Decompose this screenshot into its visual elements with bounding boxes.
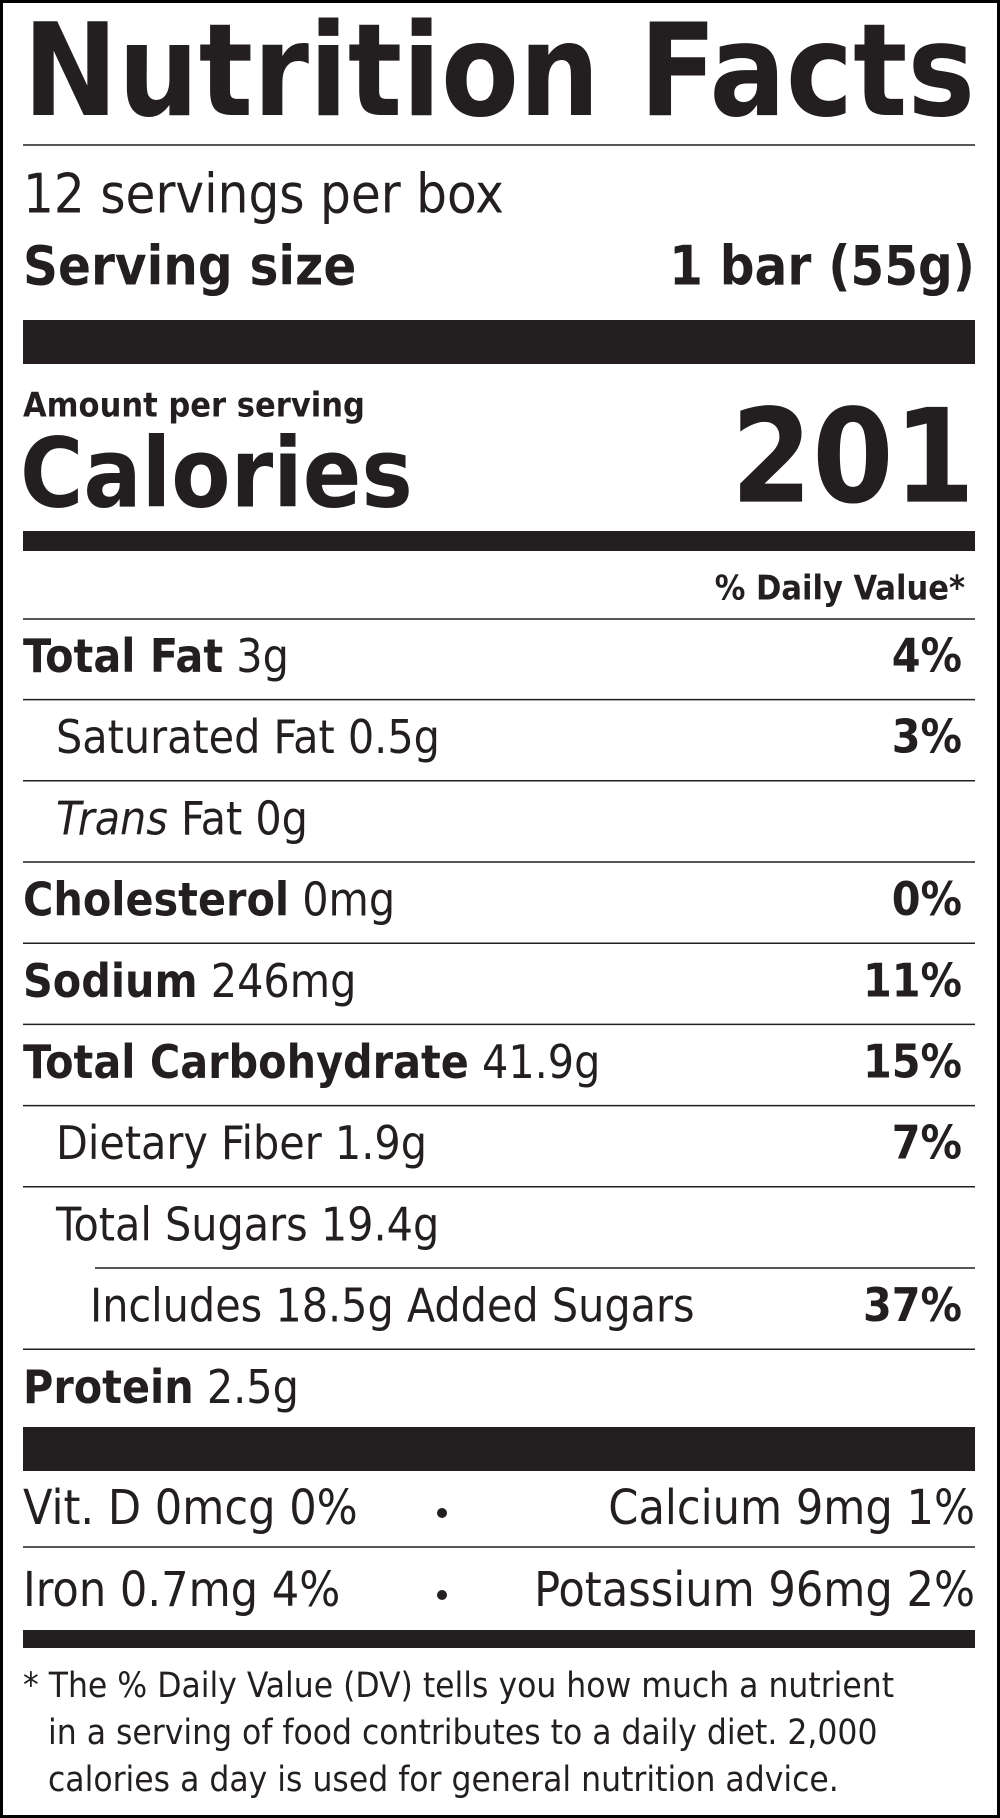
- nutrient-name: Total Sugars: [55, 1197, 308, 1251]
- footnote-line: calories a day is used for general nutri…: [48, 1760, 839, 1800]
- nutrient-amount: 19.4g: [321, 1197, 439, 1251]
- nutrient-name-italic: Trans: [56, 791, 168, 845]
- nutrient-dv: 4%: [892, 629, 962, 683]
- footnote-line: * The % Daily Value (DV) tells you how m…: [23, 1666, 894, 1706]
- medium-bar: [23, 531, 975, 551]
- footnote: * The % Daily Value (DV) tells you how m…: [23, 1666, 894, 1800]
- nutrient-dv: 0%: [892, 872, 962, 926]
- thick-bar: [23, 320, 975, 364]
- serving-size: 1 bar (55g): [669, 235, 975, 298]
- nutrient-rows: Total Fat 3g 4% Saturated Fat 0.5g 3% Trans …: [23, 629, 975, 1413]
- nutrient-dv: 15%: [863, 1035, 962, 1089]
- footnote-line: in a serving of food contributes to a da…: [48, 1713, 878, 1753]
- nutrient: Cholesterol 0mg: [23, 872, 395, 926]
- nutrient: Total Sugars 19.4g: [55, 1197, 439, 1251]
- nutrient-amount: 0mg: [302, 872, 395, 926]
- nutrient-amount: 0.5g: [348, 710, 440, 764]
- calories-value: 201: [731, 381, 975, 533]
- vitamin-right: Calcium 9mg 1%: [608, 1480, 975, 1536]
- nutrient-dv: 37%: [863, 1278, 962, 1332]
- nutrient-name: Includes 18.5g Added Sugars: [90, 1278, 695, 1332]
- nutrient-amount: 2.5g: [207, 1359, 299, 1413]
- bullet: [437, 1590, 447, 1600]
- nutrient-name: Saturated Fat: [56, 710, 335, 764]
- nutrient: Protein 2.5g: [23, 1359, 299, 1413]
- vitamin-right: Potassium 96mg 2%: [534, 1562, 975, 1618]
- nutrient-dv: 3%: [892, 710, 962, 764]
- nutrient-name: Total Carbohydrate: [23, 1035, 469, 1089]
- servings: 12 servings per box: [23, 163, 504, 226]
- nutrient-amount: 246mg: [211, 953, 357, 1007]
- dv-header: % Daily Value*: [715, 569, 965, 609]
- nutrient: Sodium 246mg: [23, 953, 356, 1007]
- calories-label: Calories: [20, 417, 413, 529]
- nutrient: Dietary Fiber 1.9g: [56, 1116, 427, 1170]
- vitamin-left: Iron 0.7mg 4%: [23, 1562, 340, 1618]
- thick-bar: [23, 1427, 975, 1471]
- nutrient: Includes 18.5g Added Sugars: [90, 1278, 695, 1332]
- medium-bar: [23, 1630, 975, 1648]
- nutrient-amount: 0g: [255, 791, 308, 845]
- nutrient-name: Fat: [181, 791, 242, 845]
- vitamin-left: Vit. D 0mcg 0%: [23, 1480, 358, 1536]
- nutrient-dv: 11%: [863, 953, 962, 1007]
- nutrient-name: Cholesterol: [23, 872, 289, 926]
- nutrient: Total Fat 3g: [23, 629, 289, 683]
- nutrient-dv: 7%: [892, 1116, 962, 1170]
- nutrient-amount: 1.9g: [335, 1116, 427, 1170]
- nutrient-amount: 3g: [236, 629, 289, 683]
- nutrient-name: Sodium: [23, 953, 198, 1007]
- nutrient: Saturated Fat 0.5g: [56, 710, 440, 764]
- nutrient: Total Carbohydrate 41.9g: [23, 1035, 600, 1089]
- nutrient-name: Dietary Fiber: [56, 1116, 323, 1170]
- amount-caption: Amount per serving: [23, 386, 365, 426]
- nutrient: Trans Fat 0g: [56, 791, 308, 845]
- bullet: [437, 1508, 447, 1518]
- nutrient-name: Protein: [23, 1359, 194, 1413]
- nutrient-amount: 41.9g: [482, 1035, 600, 1089]
- nutrient-name: Total Fat: [23, 629, 223, 683]
- vitamin-rows: Vit. D 0mcg 0% Calcium 9mg 1% Iron 0.7mg 4…: [23, 1480, 975, 1618]
- title: Nutrition Facts: [23, 0, 975, 146]
- serving-size-label: Serving size: [23, 235, 356, 298]
